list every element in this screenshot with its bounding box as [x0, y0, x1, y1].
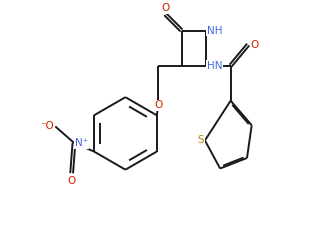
Text: O: O — [161, 3, 169, 13]
Text: ⁻O: ⁻O — [40, 121, 54, 131]
Text: HN: HN — [207, 61, 222, 71]
Text: O: O — [154, 100, 162, 110]
Text: N⁺: N⁺ — [75, 138, 89, 148]
Text: O: O — [68, 176, 76, 186]
Text: NH: NH — [207, 26, 222, 36]
Text: S: S — [197, 135, 204, 146]
Text: O: O — [251, 40, 259, 50]
